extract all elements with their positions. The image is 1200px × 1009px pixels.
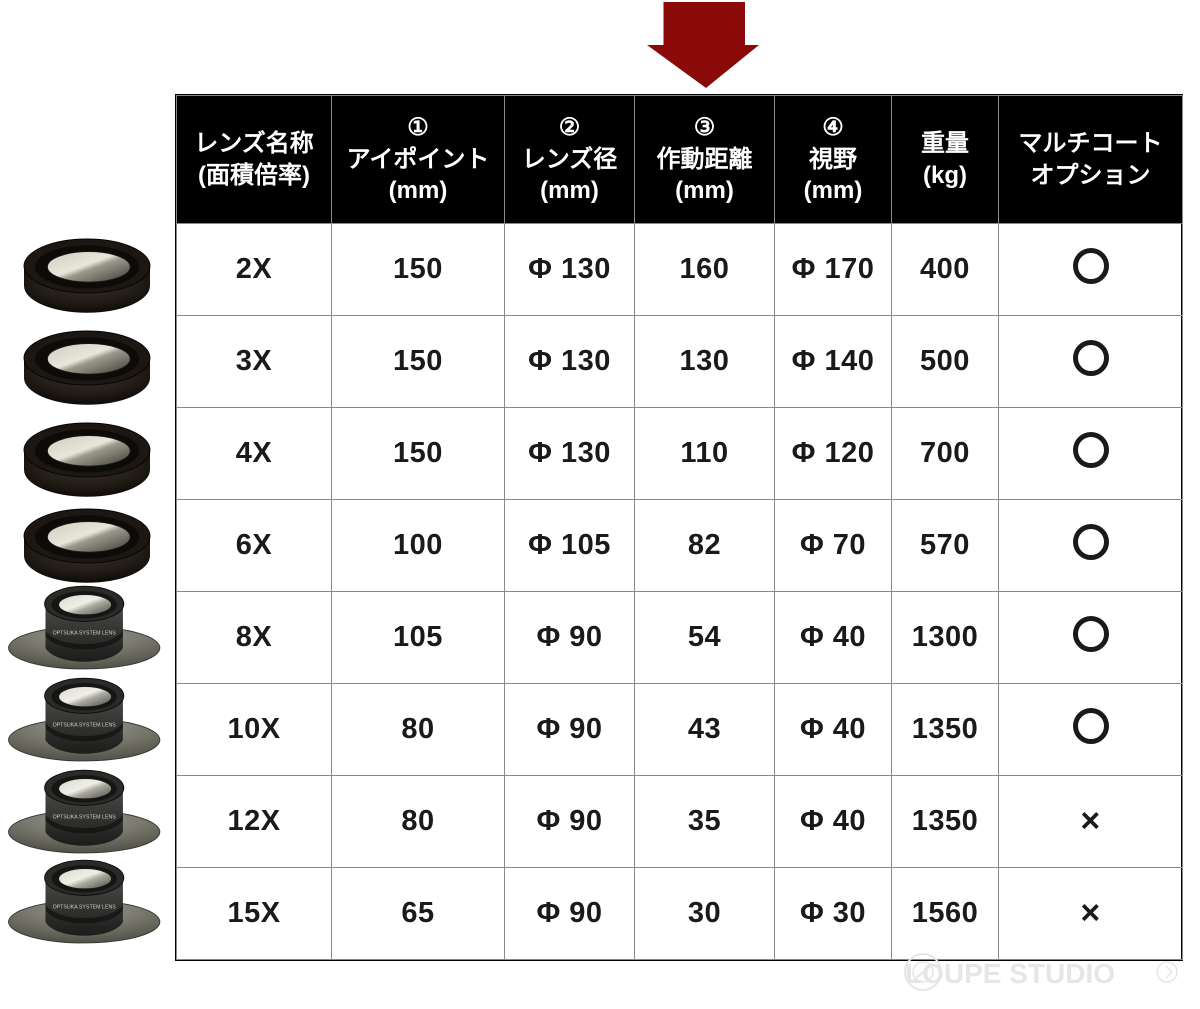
svg-text:LOUPE STUDIO: LOUPE STUDIO (905, 958, 1115, 989)
